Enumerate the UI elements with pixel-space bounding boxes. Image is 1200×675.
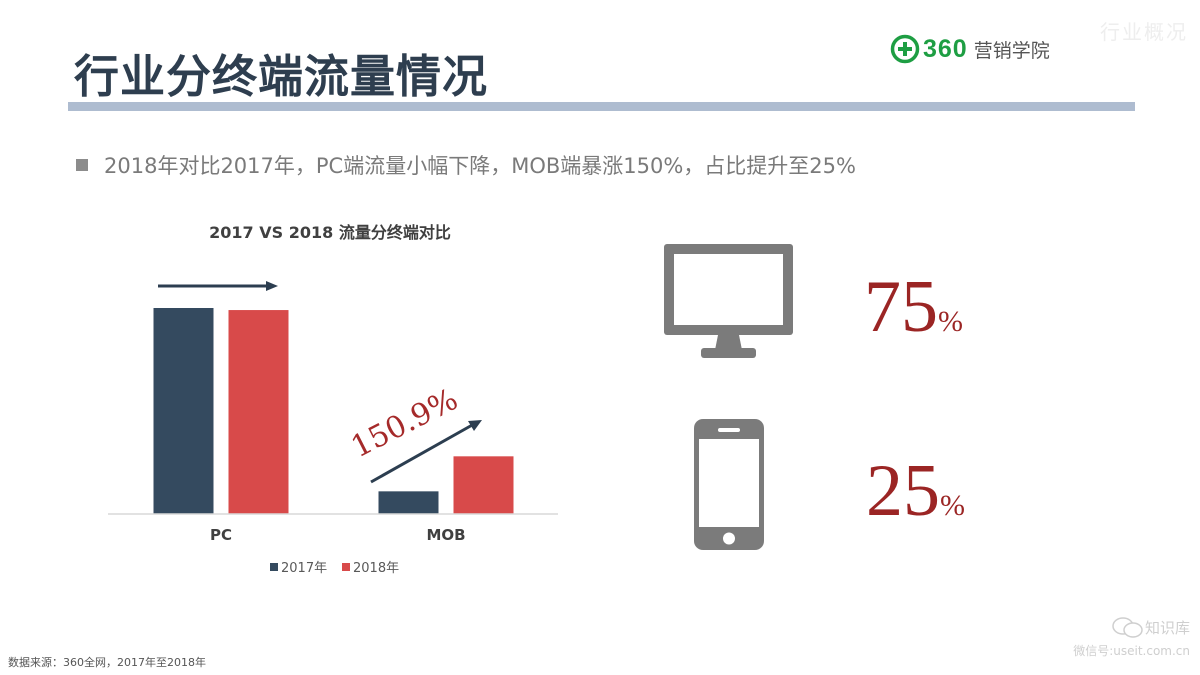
watermark-name: 知识库 [1144,618,1190,637]
monitor-icon [664,244,793,358]
mob-growth-arrowhead [468,420,482,431]
legend-swatch-1 [342,563,350,571]
mob-share-number: 25 [866,450,940,532]
wechat-icon [1112,617,1143,638]
mob-growth-arrow [370,422,475,484]
legend-label-1: 2018年 [353,561,399,576]
phone-icon [694,419,764,550]
mob-growth-label: 150.9% [346,382,464,465]
summary-text: 2018年对比2017年，PC端流量小幅下降，MOB端暴涨150%，占比提升至2… [104,154,856,178]
legend-label-0: 2017年 [281,561,327,576]
summary-bullet: 2018年对比2017年，PC端流量小幅下降，MOB端暴涨150%，占比提升至2… [76,150,856,180]
logo-subtitle: 营销学院 [973,39,1050,62]
plus-circle-icon [890,34,920,64]
bars-group [153,308,514,514]
watermark-site: 微信号:useit.com.cn [1073,644,1190,658]
data-source-note: 数据来源：360全网，2017年至2018年 [8,656,206,669]
chart-legend: 2017年 2018年 [270,561,399,576]
terminal-traffic-chart: 2017 VS 2018 流量分终端对比 PC MOB 2017年 2018年 15… [108,223,558,576]
chart-title: 2017 VS 2018 流量分终端对比 [209,223,451,242]
bullet-square-icon [76,159,88,171]
bar-pc-1 [228,310,289,514]
pc-share-value: 75% [864,270,963,344]
pc-share-number: 75 [864,266,938,348]
logo-number: 360 [923,34,968,63]
brand-logo: 360 营销学院 [890,34,1050,64]
watermark: 知识库 微信号:useit.com.cn [1073,616,1190,659]
pc-trend-arrowhead [266,281,278,291]
page-title: 行业分终端流量情况 [74,50,489,103]
bar-pc-0 [153,308,214,514]
mob-share-value: 25% [866,454,965,528]
legend-swatch-0 [270,563,278,571]
title-divider [68,102,1135,111]
category-label-pc: PC [210,526,232,544]
bar-mob-1 [453,456,514,514]
pc-share-unit: % [938,305,963,338]
category-labels: PC MOB [210,526,466,544]
section-tag: 行业概况 [1100,20,1188,44]
mob-share-unit: % [940,489,965,522]
category-label-mob: MOB [426,526,465,544]
bar-mob-0 [378,491,439,514]
